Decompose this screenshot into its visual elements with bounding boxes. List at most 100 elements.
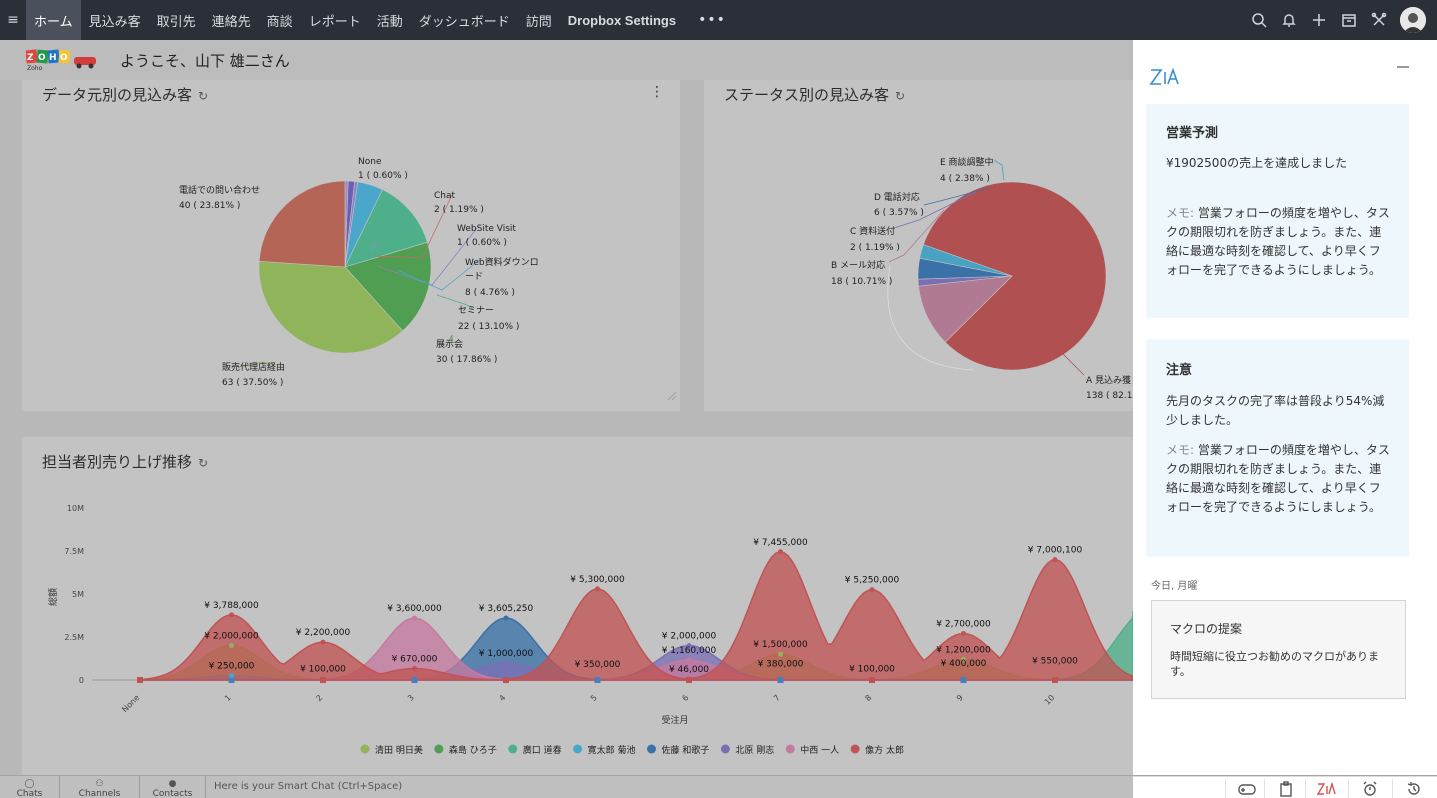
data-point[interactable] [503, 615, 509, 621]
tab-leads[interactable]: 見込み客 [88, 14, 141, 30]
tab-activities[interactable]: 活動 [376, 14, 403, 30]
card-title: ステータス別の見込み客 ↻ [724, 84, 905, 105]
legend-item-4[interactable]: 佐藤 和歌子 [662, 744, 710, 756]
calendar-icon[interactable] [1334, 0, 1364, 40]
more-options-icon[interactable]: ⋮ [650, 84, 664, 100]
label-website-value: 1 ( 0.60% ) [457, 238, 507, 248]
refresh-icon[interactable]: ↻ [198, 89, 209, 103]
legend-swatch [434, 744, 444, 754]
card-title-text: ステータス別の見込み客 [724, 86, 890, 104]
source-slice-5[interactable] [344, 241, 432, 332]
tab-reports[interactable]: レポート [308, 14, 361, 30]
legend-item-7[interactable]: 像方 太郎 [865, 744, 904, 756]
tab-label: Contacts [152, 789, 193, 798]
series-area-7[interactable] [139, 551, 1134, 681]
sales-area-chart: ¥ 3,788,000 ¥ 2,000,000 ¥ 250,000 ¥ 2,200,0… [47, 504, 1149, 756]
zia-panel: 営業予測 ¥1902500の売上を達成しました メモ: 営業フォローの頻度を増や… [1133, 40, 1437, 775]
data-label: ¥ 670,000 [392, 654, 438, 664]
data-label: ¥ 1,200,000 [936, 645, 991, 655]
data-point[interactable] [412, 615, 417, 621]
data-point[interactable] [869, 587, 875, 593]
channels-icon: ⚇ [95, 779, 104, 789]
card-title-text: データ元別の見込み客 [42, 86, 193, 104]
chat-icon: ◯ [24, 779, 35, 789]
data-label: ¥ 5,250,000 [845, 576, 900, 586]
tab-contacts[interactable]: 連絡先 [211, 14, 251, 30]
source-pie-chart: None 1 ( 0.60% ) Chat 2 ( 1.19% ) WebSit… [179, 157, 677, 401]
bell-icon[interactable] [1274, 0, 1304, 40]
data-point[interactable] [961, 631, 966, 637]
data-point[interactable] [686, 657, 692, 663]
data-point[interactable] [412, 665, 417, 671]
tab-accounts[interactable]: 取引先 [156, 14, 196, 30]
chats-tab[interactable]: ◯ Chats [0, 776, 60, 798]
zia-logo-icon [1149, 66, 1181, 92]
status-slice-0[interactable] [923, 181, 1107, 371]
history-icon[interactable] [1392, 779, 1434, 798]
data-point[interactable] [961, 656, 966, 662]
data-label: ¥ 550,000 [1032, 657, 1078, 667]
legend-item-6[interactable]: 中西 一人 [800, 744, 839, 756]
tools-icon[interactable] [1364, 0, 1394, 40]
smart-chat-input[interactable]: Here is your Smart Chat (Ctrl+Space) [214, 781, 403, 792]
source-slice-6[interactable] [258, 261, 404, 354]
label-website: WebSite Visit [457, 224, 516, 234]
search-icon[interactable] [1244, 0, 1274, 40]
tab-label: Chats [16, 789, 43, 798]
data-point[interactable] [595, 586, 600, 592]
macro-suggestion-card[interactable]: マクロの提案 時間短縮に役立つお勧めのマクロがあります。 [1151, 600, 1406, 699]
tab-deals[interactable]: 商談 [266, 14, 293, 30]
source-slice-4[interactable] [344, 189, 428, 268]
data-label: ¥ 5,300,000 [570, 575, 625, 585]
data-point[interactable] [229, 612, 234, 618]
refresh-icon[interactable]: ↻ [198, 456, 209, 470]
data-label: ¥ 100,000 [300, 664, 346, 674]
legend-item-0[interactable]: 清田 明日美 [375, 744, 423, 756]
gamepad-icon[interactable] [1225, 779, 1267, 798]
axis-marker [228, 677, 235, 683]
status-slice-4[interactable] [919, 244, 1013, 277]
tab-visits[interactable]: 訪問 [525, 14, 552, 30]
data-point[interactable] [686, 643, 692, 649]
data-label: ¥ 1,500,000 [753, 640, 808, 650]
channels-tab[interactable]: ⚇ Channels [60, 776, 140, 798]
clipboard-icon[interactable] [1264, 779, 1306, 798]
data-point[interactable] [229, 673, 234, 679]
legend-swatch [850, 744, 860, 754]
zia-icon[interactable] [1305, 779, 1347, 798]
data-point[interactable] [778, 651, 783, 657]
data-label: ¥ 7,000,100 [1028, 546, 1083, 556]
y-tick-label: 5M [72, 590, 84, 599]
contacts-tab[interactable]: ● Contacts [140, 776, 206, 798]
label-chat-value: 2 ( 1.19% ) [434, 205, 484, 215]
more-tabs-button[interactable]: ••• [698, 12, 726, 28]
minimize-button[interactable] [1397, 66, 1409, 68]
data-label: ¥ 380,000 [758, 659, 804, 669]
refresh-icon[interactable]: ↻ [895, 89, 906, 103]
plus-icon[interactable] [1304, 0, 1334, 40]
legend-item-1[interactable]: 森島 ひろ子 [449, 744, 497, 756]
data-point[interactable] [320, 639, 326, 645]
welcome-bar: Z O H O Zoho ようこそ、山下 雄二さん [0, 40, 1133, 80]
hamburger-icon[interactable]: ≡ [7, 12, 19, 28]
source-slice-7[interactable] [258, 180, 346, 268]
legend-item-3[interactable]: 寛太郎 菊池 [588, 744, 636, 756]
data-point[interactable] [229, 643, 234, 649]
alarm-icon[interactable] [1348, 779, 1390, 798]
legend-item-2[interactable]: 廣口 道春 [523, 744, 562, 756]
legend-item-5[interactable]: 北原 剛志 [735, 744, 774, 756]
tab-label: Channels [78, 789, 121, 798]
x-tick-label: 7 [772, 693, 782, 703]
tab-home[interactable]: ホーム [26, 0, 81, 40]
data-point[interactable] [1052, 557, 1058, 563]
data-point[interactable] [503, 660, 509, 666]
legend-swatch [508, 744, 518, 754]
memo-label: メモ: [1166, 443, 1198, 457]
label-agency-value: 63 ( 37.50% ) [222, 378, 283, 388]
tab-dashboards[interactable]: ダッシュボード [418, 14, 510, 30]
data-point[interactable] [686, 676, 692, 682]
alert-text: 先月のタスクの完了率は普段より54%減少しました。 [1166, 394, 1385, 427]
data-point[interactable] [778, 549, 783, 555]
tab-dropbox-settings[interactable]: Dropbox Settings [567, 12, 677, 28]
avatar[interactable] [1400, 7, 1426, 33]
